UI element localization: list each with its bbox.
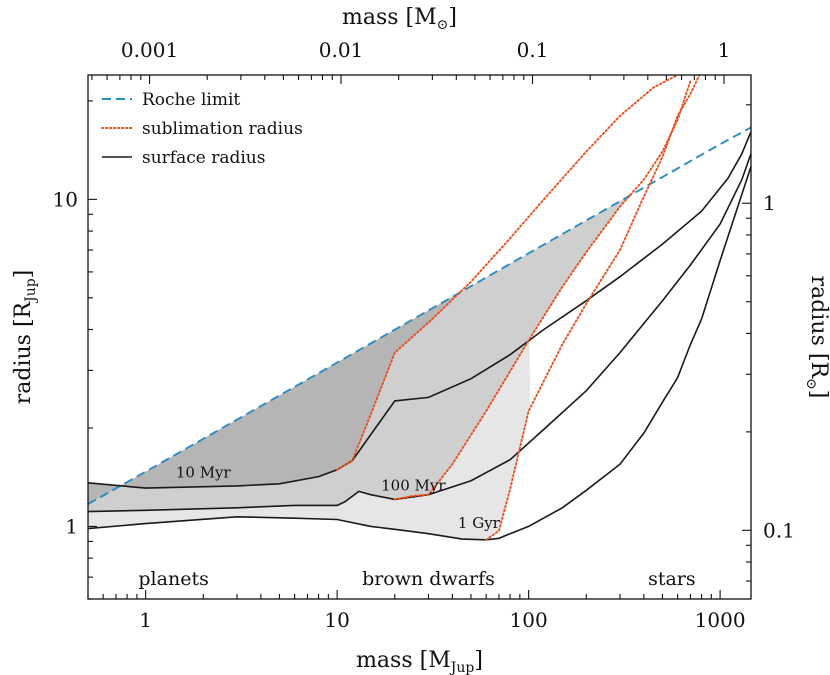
x-tick-label: 1 xyxy=(139,608,152,632)
top-tick-label: 0.01 xyxy=(319,38,364,62)
y-axis-label: radius [RJup] xyxy=(11,270,39,405)
top-axis-label: mass [M⊙] xyxy=(342,5,457,33)
right-axis-label: radius [R⊙] xyxy=(803,276,830,399)
surface-radius-10-myr-line xyxy=(87,131,752,489)
plot-frame xyxy=(87,74,752,600)
x-tick-label: 100 xyxy=(510,608,548,632)
legend-label: surface radius xyxy=(142,148,265,168)
annotations: 10 Myr 100 Myr 1 Gyr planets brown dwarfs sta… xyxy=(138,464,695,591)
legend-label: sublimation radius xyxy=(142,119,303,139)
curve-age-label: 1 Gyr xyxy=(458,514,501,532)
data-series xyxy=(87,74,752,541)
curve-age-label: 100 Myr xyxy=(381,476,446,494)
top-tick-label: 0.001 xyxy=(121,38,178,62)
sublimation-radius-1-gyr-line xyxy=(485,74,701,541)
shaded-regions xyxy=(88,177,653,540)
x-tick-label: 10 xyxy=(324,608,349,632)
region-label: stars xyxy=(648,568,696,590)
axis-text: 1 10 100 1000 1 10 0.001 0.01 0.1 1 0.1 1 mass [MJup… xyxy=(11,5,830,675)
roche-limit-line xyxy=(87,126,752,505)
region-label: planets xyxy=(138,568,208,590)
legend-label: Roche limit xyxy=(142,90,240,110)
right-tick-label: 1 xyxy=(763,191,776,215)
right-tick-label: 0.1 xyxy=(763,518,795,542)
legend: Roche limit sublimation radius surface rad… xyxy=(101,90,303,168)
region-label: brown dwarfs xyxy=(362,568,495,590)
sublimation-radius-100-myr-line xyxy=(393,80,692,501)
top-tick-label: 1 xyxy=(718,38,731,62)
axis-ticks xyxy=(87,75,751,600)
top-tick-label: 0.1 xyxy=(517,38,549,62)
y-tick-label: 1 xyxy=(65,514,78,538)
curve-age-label: 10 Myr xyxy=(176,464,232,482)
sublimation-radius-10-myr-line xyxy=(336,74,679,471)
surface-radius-1-gyr-line xyxy=(87,166,752,541)
x-tick-label: 1000 xyxy=(695,608,746,632)
surface-radius-100-myr-line xyxy=(87,153,752,513)
y-tick-label: 10 xyxy=(53,187,78,211)
x-axis-label: mass [MJup] xyxy=(356,648,483,675)
